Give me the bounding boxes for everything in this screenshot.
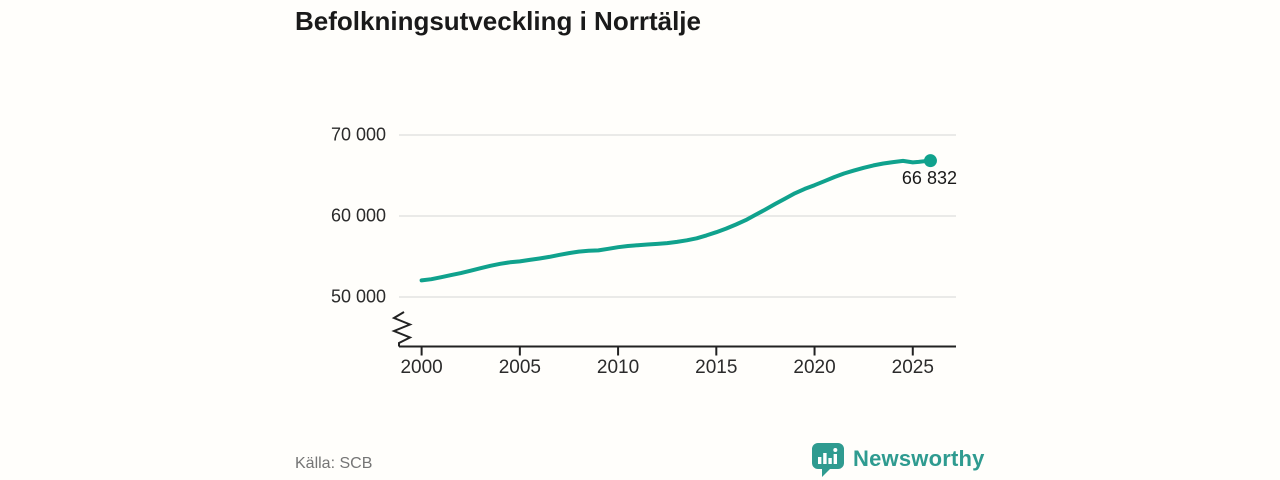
y-tick-label: 60 000 [330, 205, 386, 226]
x-tick-label: 2010 [596, 357, 640, 378]
population-line [419, 158, 933, 283]
gridlines [399, 134, 956, 298]
axis-break-zigzag [391, 311, 413, 347]
y-tick-label: 70 000 [330, 124, 386, 145]
newsworthy-speech-bubble-icon [812, 443, 844, 477]
source-note: Källa: SCB [295, 455, 373, 472]
x-tick-label: 2025 [891, 357, 934, 378]
x-tick-label: 2000 [400, 357, 443, 378]
latest-value-label: 66 832 [901, 167, 957, 188]
latest-value-dot [923, 154, 937, 168]
x-tick-label: 2015 [695, 357, 738, 378]
y-tick-label: 50 000 [330, 286, 386, 307]
x-axis-ticks [420, 347, 914, 356]
newsworthy-logo: Newsworthy [810, 441, 985, 477]
x-tick-label: 2005 [498, 357, 541, 378]
newsworthy-wordmark: Newsworthy [853, 446, 985, 471]
x-tick-label: 2020 [793, 357, 836, 378]
chart-title: Befolkningsutveckling i Norrtälje [295, 6, 701, 36]
